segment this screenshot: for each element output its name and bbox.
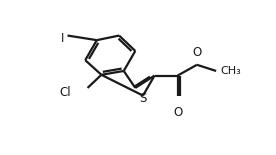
Text: Cl: Cl: [60, 86, 71, 99]
Text: O: O: [192, 46, 201, 59]
Text: O: O: [173, 106, 182, 119]
Text: I: I: [61, 32, 65, 45]
Text: S: S: [139, 92, 147, 105]
Text: CH₃: CH₃: [220, 66, 241, 76]
